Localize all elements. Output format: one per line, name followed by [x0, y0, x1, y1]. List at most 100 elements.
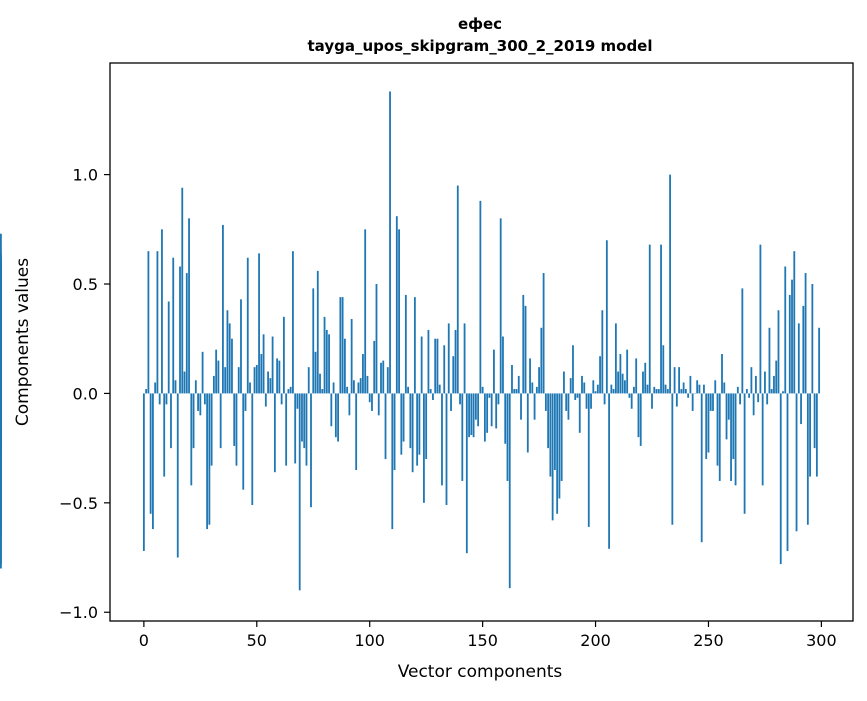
bar-118 [409, 393, 411, 448]
bar-59 [276, 358, 278, 393]
bar-295 [809, 393, 811, 476]
bar-108 [387, 367, 389, 393]
bar-11 [168, 302, 170, 394]
bar-265 [741, 288, 743, 393]
bar-243 [692, 393, 694, 411]
x-tick-label: 150 [467, 631, 498, 650]
bar-17 [181, 188, 183, 394]
bar-105 [380, 363, 382, 394]
bar-241 [687, 393, 689, 397]
bar-25 [199, 393, 201, 415]
x-tick-label: 0 [139, 631, 149, 650]
bar-201 [597, 385, 599, 394]
bar-229 [660, 245, 662, 394]
bar-185 [561, 393, 563, 481]
bar-5 [154, 382, 156, 393]
bar-215 [629, 393, 631, 397]
bar-138 [455, 330, 457, 393]
bar-65 [290, 387, 292, 394]
bar-44 [242, 393, 244, 489]
bar-253 [714, 380, 716, 393]
bar-129 [434, 339, 436, 394]
bar-219 [638, 393, 640, 437]
bar-18 [184, 372, 186, 394]
y-axis-label: Components values [13, 258, 33, 426]
bar-374 [0, 328, 2, 394]
bar-220 [640, 393, 642, 446]
bar-187 [565, 393, 567, 411]
bar-86 [337, 393, 339, 441]
bar-167 [520, 393, 522, 419]
bar-51 [258, 253, 260, 393]
bar-122 [418, 393, 420, 454]
bar-127 [430, 389, 432, 393]
bar-282 [780, 393, 782, 564]
bar-66 [292, 251, 294, 393]
bar-245 [696, 380, 698, 393]
bar-136 [450, 393, 452, 411]
bar-144 [468, 393, 470, 437]
bar-274 [762, 393, 764, 485]
bar-153 [489, 393, 491, 397]
bar-96 [360, 378, 362, 393]
bar-238 [680, 389, 682, 393]
chart-subtitle: tayga_upos_skipgram_300_2_2019 model [308, 37, 653, 55]
bar-162 [509, 393, 511, 588]
bar-240 [685, 389, 687, 393]
bar-101 [371, 393, 373, 411]
bar-73 [308, 367, 310, 393]
bar-27 [204, 393, 206, 404]
bar-289 [796, 393, 798, 531]
bar-148 [477, 393, 479, 426]
bar-20 [188, 218, 190, 393]
bar-139 [457, 186, 459, 394]
bar-74 [310, 393, 312, 507]
bar-85 [335, 393, 337, 437]
bar-12 [170, 393, 172, 448]
bar-291 [800, 393, 802, 424]
bar-194 [581, 376, 583, 394]
bar-161 [507, 393, 509, 481]
bar-196 [586, 393, 588, 408]
bar-208 [613, 389, 615, 393]
bar-287 [791, 280, 793, 394]
bar-14 [175, 380, 177, 393]
bar-98 [364, 229, 366, 393]
y-tick-label: 0.0 [73, 384, 98, 403]
bar-143 [466, 393, 468, 553]
bar-36 [224, 367, 226, 393]
bar-189 [570, 378, 572, 393]
bar-52 [260, 354, 262, 393]
bar-211 [619, 354, 621, 393]
bar-251 [710, 393, 712, 411]
bar-99 [367, 376, 369, 394]
bar-35 [222, 225, 224, 393]
bar-147 [475, 393, 477, 419]
bar-230 [662, 345, 664, 393]
bar-23 [195, 380, 197, 393]
bar-134 [446, 393, 448, 505]
bar-191 [574, 393, 576, 400]
bar-137 [452, 356, 454, 393]
bar-70 [301, 393, 303, 441]
bar-4 [152, 393, 154, 529]
bar-30 [211, 393, 213, 465]
bar-227 [656, 389, 658, 393]
bar-285 [787, 393, 789, 551]
bar-192 [577, 393, 579, 397]
bar-206 [608, 393, 610, 548]
x-tick-label: 300 [806, 631, 837, 650]
bar-275 [764, 372, 766, 394]
bar-258 [726, 393, 728, 439]
bar-62 [283, 317, 285, 394]
bar-67 [294, 393, 296, 463]
bar-113 [398, 229, 400, 393]
bar-142 [464, 323, 466, 393]
bar-283 [782, 391, 784, 393]
x-tick-label: 100 [354, 631, 385, 650]
bar-120 [414, 297, 416, 393]
y-tick-label: −0.5 [59, 494, 98, 513]
bar-9 [163, 393, 165, 476]
